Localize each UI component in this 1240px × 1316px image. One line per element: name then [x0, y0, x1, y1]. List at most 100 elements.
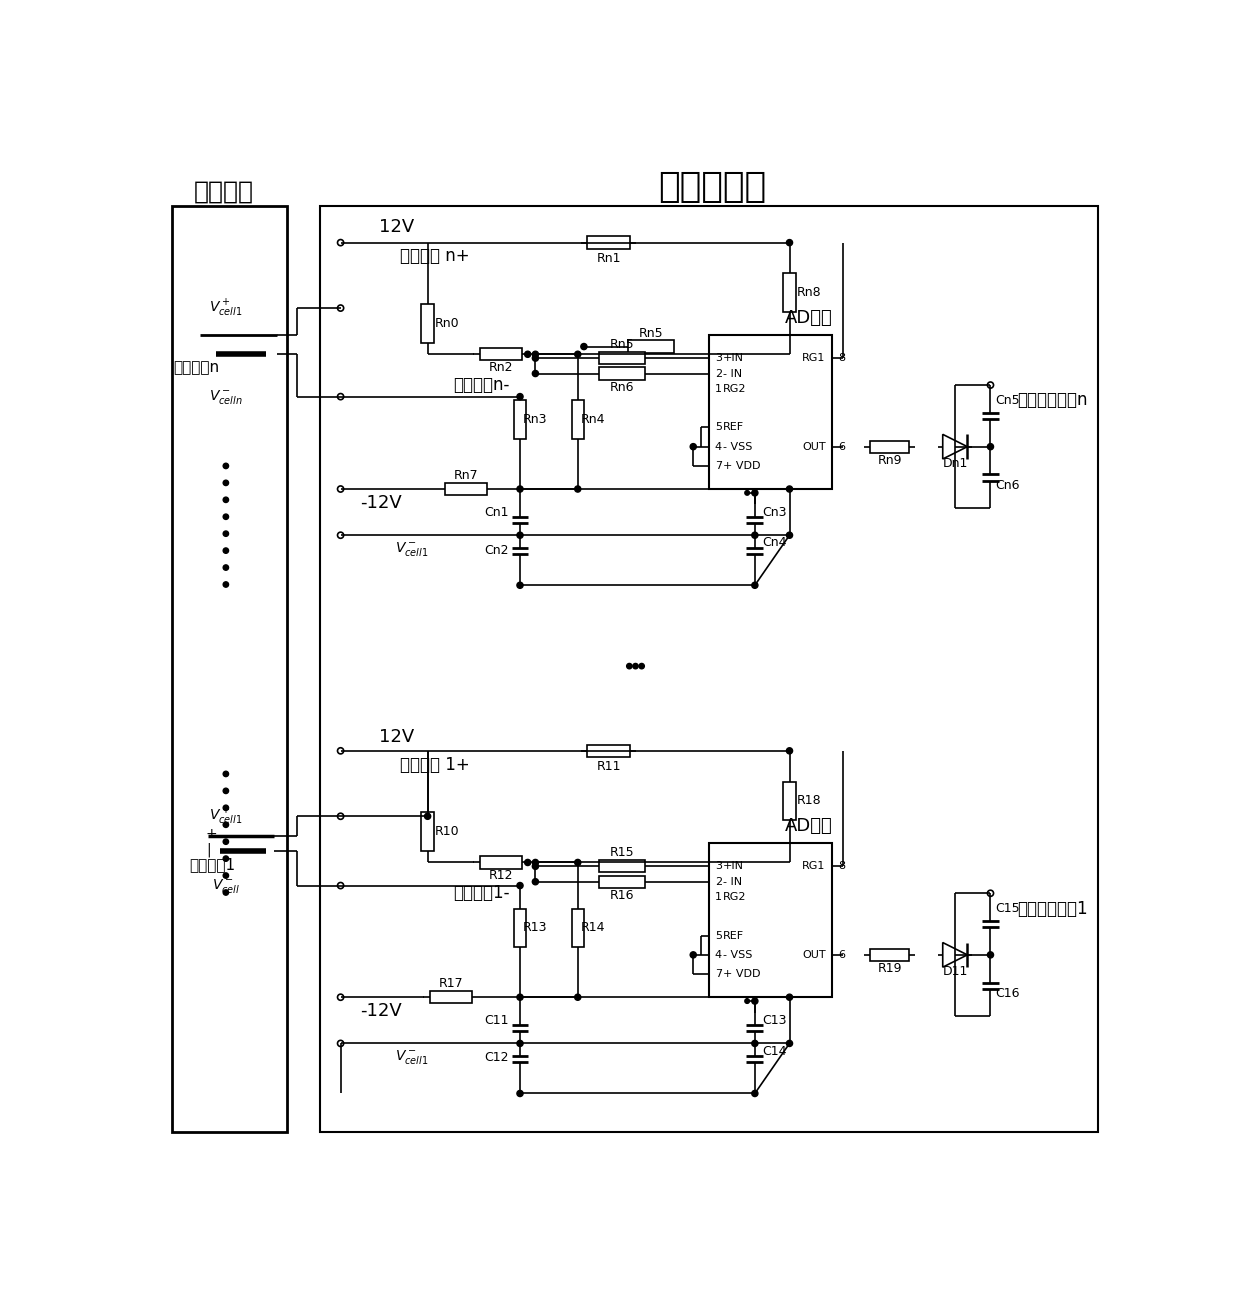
Bar	[599, 875, 645, 888]
Text: R12: R12	[489, 869, 513, 882]
Text: 电池单体n: 电池单体n	[174, 359, 219, 375]
Bar	[870, 441, 909, 453]
Text: R10: R10	[434, 825, 459, 838]
Text: 蓄电池组: 蓄电池组	[193, 180, 253, 204]
Circle shape	[751, 532, 758, 538]
Circle shape	[751, 1091, 758, 1096]
Bar	[572, 908, 584, 948]
Circle shape	[786, 994, 792, 1000]
Bar	[599, 367, 645, 380]
Text: $V_{cell}^-$: $V_{cell}^-$	[212, 876, 241, 895]
Circle shape	[532, 351, 538, 358]
Text: Rn4: Rn4	[580, 413, 605, 426]
Text: 电池单体 n+: 电池单体 n+	[401, 247, 470, 266]
Circle shape	[223, 771, 228, 776]
Text: OUT: OUT	[802, 950, 826, 959]
Text: 5: 5	[714, 422, 722, 433]
Circle shape	[574, 994, 580, 1000]
Text: 12V: 12V	[379, 728, 414, 746]
Bar	[627, 341, 675, 353]
Text: 7: 7	[714, 969, 722, 979]
Bar	[422, 812, 434, 851]
Circle shape	[223, 855, 228, 861]
Text: RG2: RG2	[723, 892, 746, 903]
Text: R15: R15	[610, 846, 635, 859]
Polygon shape	[942, 942, 967, 967]
Bar	[588, 237, 630, 249]
Circle shape	[517, 393, 523, 400]
Bar	[480, 857, 522, 869]
Text: C16: C16	[996, 987, 1019, 1000]
Circle shape	[223, 497, 228, 503]
Bar	[445, 483, 487, 495]
Circle shape	[223, 530, 228, 537]
Bar	[320, 205, 1097, 1132]
Text: 7: 7	[714, 461, 722, 471]
Text: $V_{cell1}^+$: $V_{cell1}^+$	[210, 805, 243, 826]
Text: R13: R13	[523, 921, 548, 934]
Text: R19: R19	[878, 962, 901, 975]
Text: - IN: - IN	[723, 876, 742, 887]
Text: 电池单体n-: 电池单体n-	[454, 376, 510, 393]
Polygon shape	[942, 434, 967, 459]
Circle shape	[751, 582, 758, 588]
Text: C15: C15	[994, 903, 1019, 915]
Text: 1: 1	[714, 384, 722, 393]
Bar	[572, 400, 584, 440]
Text: 6: 6	[838, 950, 844, 959]
Circle shape	[223, 840, 228, 845]
Text: C14: C14	[761, 1045, 786, 1058]
Circle shape	[223, 547, 228, 553]
Text: 1: 1	[714, 892, 722, 903]
Text: 5: 5	[714, 930, 722, 941]
Text: 8: 8	[838, 353, 846, 363]
Circle shape	[223, 480, 228, 486]
Text: Rn2: Rn2	[489, 361, 513, 374]
Circle shape	[574, 486, 580, 492]
Text: 2: 2	[714, 368, 722, 379]
Circle shape	[574, 859, 580, 866]
Text: 电池单体1: 电池单体1	[188, 857, 236, 873]
Circle shape	[223, 822, 228, 828]
Bar	[429, 991, 472, 1003]
Text: AD采样: AD采样	[785, 817, 832, 836]
Circle shape	[337, 813, 343, 820]
Text: C11: C11	[485, 1013, 510, 1026]
Circle shape	[223, 788, 228, 794]
Text: OUT: OUT	[802, 442, 826, 451]
Circle shape	[532, 859, 538, 866]
Circle shape	[223, 805, 228, 811]
Circle shape	[987, 951, 993, 958]
Circle shape	[517, 486, 523, 492]
Circle shape	[532, 879, 538, 884]
Bar	[784, 782, 796, 820]
Text: Rn7: Rn7	[454, 468, 479, 482]
Bar	[422, 304, 434, 342]
Text: Cn5: Cn5	[994, 393, 1019, 407]
Text: -12V: -12V	[361, 494, 402, 512]
Circle shape	[223, 890, 228, 895]
Text: Cn2: Cn2	[485, 544, 510, 557]
Text: Rn9: Rn9	[878, 454, 901, 467]
Bar	[870, 949, 909, 961]
Circle shape	[786, 747, 792, 754]
Circle shape	[786, 240, 792, 246]
Circle shape	[745, 999, 749, 1003]
Text: - VSS: - VSS	[723, 442, 751, 451]
Circle shape	[517, 532, 523, 538]
Text: D11: D11	[942, 966, 967, 978]
Text: 均衡管理器: 均衡管理器	[658, 170, 766, 204]
Text: AD采样: AD采样	[785, 309, 832, 328]
Text: $V_{cell1}^+$: $V_{cell1}^+$	[210, 297, 243, 318]
Bar	[513, 908, 526, 948]
Circle shape	[337, 240, 343, 246]
Text: +IN: +IN	[723, 861, 744, 871]
Bar	[588, 745, 630, 757]
Text: 电池单体1-: 电池单体1-	[454, 884, 510, 903]
Circle shape	[517, 1041, 523, 1046]
Circle shape	[223, 582, 228, 587]
Text: C12: C12	[485, 1050, 510, 1063]
Bar	[708, 844, 832, 998]
Text: RG2: RG2	[723, 384, 746, 393]
Circle shape	[580, 343, 587, 350]
